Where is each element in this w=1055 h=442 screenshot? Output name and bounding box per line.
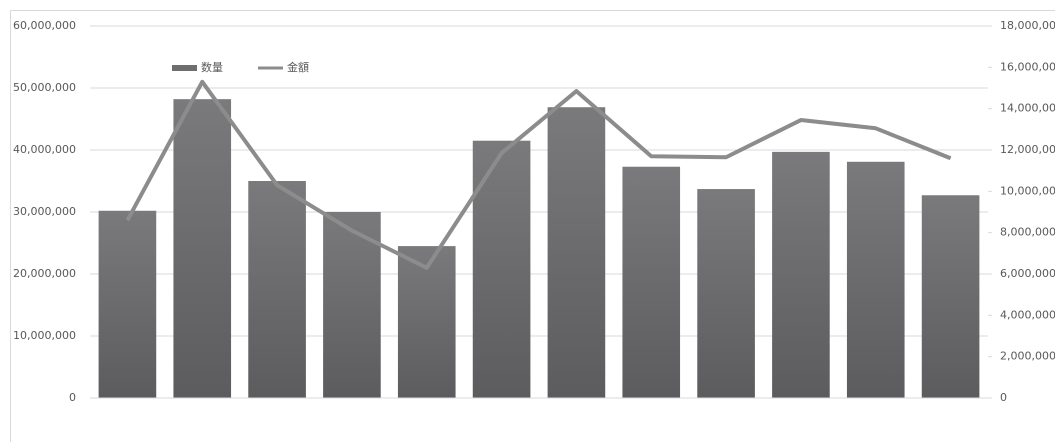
legend-label: 数量 (201, 61, 223, 74)
bar (173, 99, 232, 398)
bar (98, 210, 157, 398)
y-tick-label: 20,000,000 (13, 267, 76, 280)
y2-tick-label: 14,000,000 (1000, 102, 1055, 115)
y2-tick-label: 12,000,000 (1000, 143, 1055, 156)
bar (323, 212, 381, 398)
y-tick-label: 10,000,000 (13, 329, 76, 342)
y2-tick-label: 2,000,000 (1000, 350, 1055, 363)
y2-tick-label: 4,000,000 (1000, 308, 1055, 321)
y2-tick-label: 16,000,000 (1000, 60, 1055, 73)
y2-tick-label: 6,000,000 (1000, 267, 1055, 280)
y2-tick-label: 10,000,000 (1000, 184, 1055, 197)
chart-frame (10, 10, 1055, 442)
line (125, 79, 952, 270)
y-tick-label: 40,000,000 (13, 143, 76, 156)
y-tick-label: 60,000,000 (13, 19, 76, 32)
legend-swatch (172, 65, 197, 71)
bar (248, 181, 306, 398)
bar (846, 161, 905, 398)
bar (622, 166, 681, 398)
bar (921, 195, 980, 398)
y-tick-label: 0 (69, 391, 76, 404)
y-tick-label: 50,000,000 (13, 81, 76, 94)
bar (472, 140, 531, 398)
bar (772, 151, 830, 398)
bar (547, 107, 606, 398)
y2-tick-label: 8,000,000 (1000, 226, 1055, 239)
y2-tick-label: 0 (1000, 391, 1007, 404)
bar (397, 246, 456, 398)
y-tick-label: 30,000,000 (13, 205, 76, 218)
bar (697, 189, 755, 398)
legend-label: 金額 (287, 60, 309, 74)
y2-tick-label: 18,000,000 (1000, 19, 1055, 32)
